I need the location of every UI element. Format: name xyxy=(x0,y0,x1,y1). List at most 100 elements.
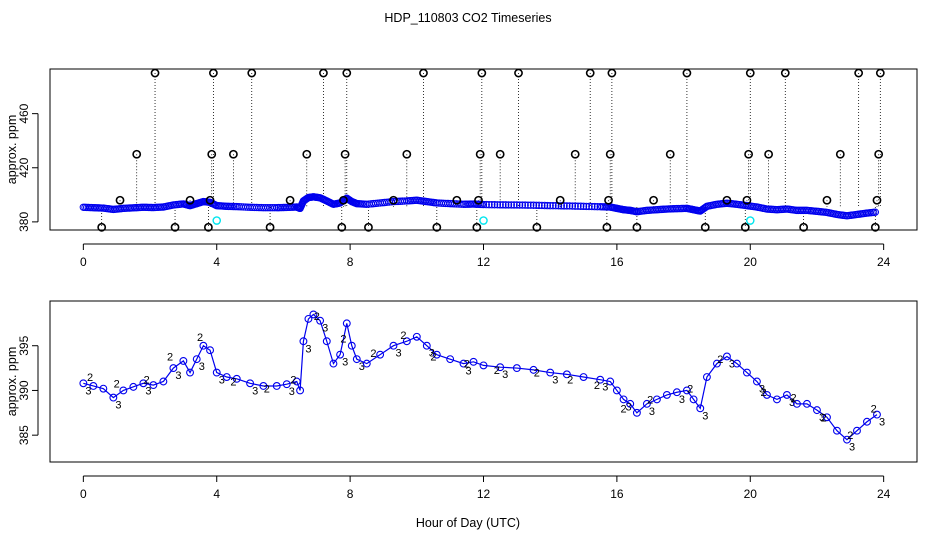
data-point-blue xyxy=(459,359,468,368)
x-tick-label: 24 xyxy=(877,487,891,501)
data-point-blue xyxy=(342,319,351,328)
data-point-blue xyxy=(309,310,318,319)
y-axis-label: approx. ppm xyxy=(5,347,19,416)
data-point-blue xyxy=(549,201,557,210)
data-point-blue xyxy=(179,356,188,365)
data-point-blue xyxy=(546,368,555,377)
data-point-blue xyxy=(712,359,721,368)
data-point-blue xyxy=(169,364,178,373)
data-point-blue xyxy=(316,316,325,325)
data-marker-3: 3 xyxy=(849,442,855,454)
data-marker-2: 2 xyxy=(370,348,376,360)
data-marker-2: 2 xyxy=(567,375,573,387)
data-point-flagged xyxy=(822,195,832,205)
data-point-flagged xyxy=(97,222,107,232)
data-point-blue xyxy=(565,202,574,210)
data-point-blue xyxy=(543,201,552,210)
data-point-flagged xyxy=(514,68,523,78)
data-point-blue xyxy=(742,368,751,377)
y-axis-label: approx. ppm xyxy=(5,115,19,184)
data-point-flagged xyxy=(585,68,595,78)
data-point-flagged xyxy=(340,149,350,159)
data-marker-2: 2 xyxy=(87,372,93,384)
data-marker-3: 3 xyxy=(252,385,258,397)
data-marker-3: 3 xyxy=(502,369,508,381)
data-point-flagged xyxy=(475,149,485,159)
data-marker-2: 2 xyxy=(717,354,723,366)
data-point-blue xyxy=(432,350,441,359)
data-point-flagged xyxy=(205,195,215,205)
data-point-blue xyxy=(129,382,138,391)
data-marker-3: 3 xyxy=(199,361,205,373)
data-point-flagged xyxy=(835,149,845,159)
data-point-flagged xyxy=(780,68,790,78)
data-marker-3: 3 xyxy=(395,348,401,360)
data-point-blue xyxy=(159,377,168,386)
data-point-flagged xyxy=(319,68,328,78)
data-point-blue xyxy=(518,201,527,209)
data-point-flagged xyxy=(875,68,885,78)
data-point-flagged xyxy=(170,222,180,232)
y-tick-label: 460 xyxy=(17,103,31,123)
data-point-blue xyxy=(554,202,563,210)
data-point-blue xyxy=(296,386,305,395)
data-point-blue xyxy=(446,355,455,364)
data-marker-2: 2 xyxy=(647,394,653,406)
data-point-blue xyxy=(515,201,524,209)
data-point-flagged xyxy=(649,195,658,205)
data-point-blue xyxy=(626,399,635,408)
data-point-blue xyxy=(585,202,593,211)
data-point-blue xyxy=(702,373,711,381)
data-point-blue xyxy=(282,380,291,389)
data-point-blue xyxy=(485,200,493,209)
data-point-flagged xyxy=(115,195,125,205)
data-point-flagged xyxy=(532,222,542,232)
data-point-flagged xyxy=(402,149,412,159)
data-point-flagged xyxy=(555,195,565,205)
data-point-blue xyxy=(596,375,605,384)
data-point-blue xyxy=(270,203,279,212)
data-marker-3: 3 xyxy=(729,358,735,370)
data-point-blue xyxy=(212,368,221,377)
data-point-blue xyxy=(119,386,128,395)
data-point-flagged xyxy=(364,222,373,232)
data-point-blue xyxy=(89,382,98,390)
data-point-blue xyxy=(322,337,331,346)
chart-title: HDP_110803 CO2 Timeseries xyxy=(384,11,551,25)
data-point-blue xyxy=(632,408,641,417)
data-point-blue xyxy=(389,341,398,350)
data-point-flagged xyxy=(474,195,483,205)
data-point-blue xyxy=(574,202,582,210)
data-point-blue xyxy=(529,365,538,374)
data-point-blue xyxy=(652,395,661,404)
data-point-blue xyxy=(803,399,811,408)
data-marker-2: 2 xyxy=(464,359,470,371)
data-point-flagged xyxy=(337,222,347,232)
data-point-blue xyxy=(546,201,554,210)
data-point-blue xyxy=(619,395,628,404)
x-axis-label: Hour of Day (UTC) xyxy=(416,516,520,530)
data-marker-2: 2 xyxy=(494,365,500,377)
data-point-blue xyxy=(496,201,504,209)
y-tick-label: 395 xyxy=(17,335,31,355)
data-point-blue xyxy=(336,350,345,359)
x-tick-label: 24 xyxy=(877,255,891,269)
data-point-blue xyxy=(579,373,588,381)
data-point-blue xyxy=(557,202,566,210)
data-marker-3: 3 xyxy=(305,343,311,355)
data-point-blue xyxy=(689,395,698,404)
data-point-blue xyxy=(863,417,871,426)
data-marker-3: 3 xyxy=(115,400,121,412)
data-point-flagged xyxy=(477,68,487,78)
data-point-blue xyxy=(588,202,596,211)
y-tick-label: 385 xyxy=(17,425,31,445)
data-point-blue xyxy=(482,200,490,209)
x-tick-label: 8 xyxy=(347,255,354,269)
x-tick-label: 20 xyxy=(744,255,758,269)
data-marker-2: 2 xyxy=(761,387,767,399)
data-marker-2: 2 xyxy=(430,351,436,363)
data-point-blue xyxy=(662,390,671,399)
data-point-blue xyxy=(292,377,301,386)
data-marker-3: 3 xyxy=(289,386,295,398)
